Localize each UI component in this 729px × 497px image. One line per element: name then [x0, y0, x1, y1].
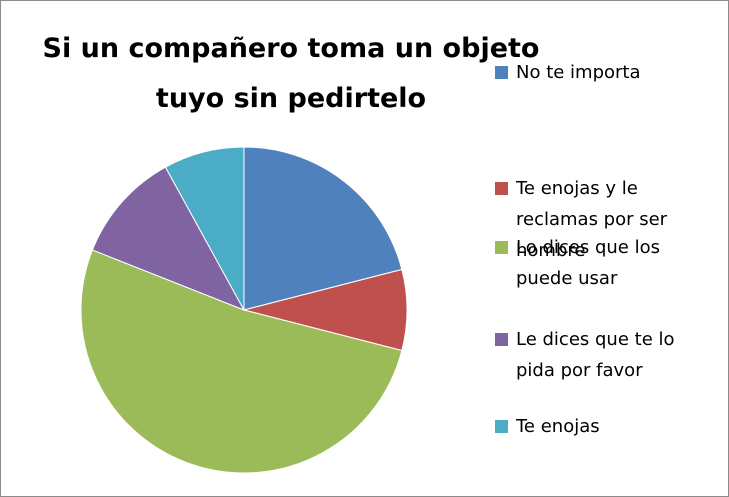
- pie-slice: [243, 146, 403, 311]
- pie-slice: [80, 249, 403, 474]
- legend-swatch: [495, 420, 508, 433]
- legend-swatch: [495, 241, 508, 254]
- legend-swatch: [495, 66, 508, 79]
- legend-item: Le dices que te lo pida por favor: [495, 324, 710, 386]
- legend-swatch: [495, 182, 508, 195]
- legend-item: Te enojas y le reclamas por ser hombre: [495, 173, 710, 266]
- legend-label: Te enojas: [516, 416, 600, 437]
- legend-label: No te importa: [516, 62, 641, 83]
- pie-slice: [91, 166, 246, 311]
- legend-label: Te enojas y le reclamas por ser hombre: [516, 178, 668, 261]
- pie-slice: [164, 146, 245, 311]
- legend-swatch: [495, 333, 508, 346]
- legend-label: Le dices que te lo pida por favor: [516, 329, 675, 381]
- legend-item: No te importa: [495, 57, 710, 88]
- chart-title: Si un compañero toma un objeto tuyo sin …: [42, 33, 540, 114]
- legend-item: Lo dices que los puede usar: [495, 232, 710, 294]
- legend-label: Lo dices que los puede usar: [516, 237, 660, 289]
- legend-item: Te enojas: [495, 411, 710, 442]
